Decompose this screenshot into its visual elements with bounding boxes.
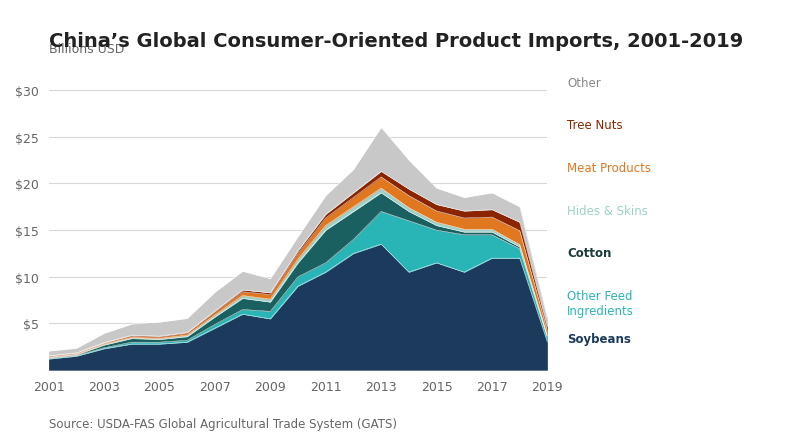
Text: Soybeans: Soybeans xyxy=(567,332,631,345)
Text: Meat Products: Meat Products xyxy=(567,162,651,175)
Text: Billions USD: Billions USD xyxy=(48,43,124,56)
Text: Other: Other xyxy=(567,76,601,89)
Text: Hides & Skins: Hides & Skins xyxy=(567,204,648,217)
Text: China’s Global Consumer-Oriented Product Imports, 2001-2019: China’s Global Consumer-Oriented Product… xyxy=(48,32,743,51)
Text: Tree Nuts: Tree Nuts xyxy=(567,119,623,132)
Text: Source: USDA-FAS Global Agricultural Trade System (GATS): Source: USDA-FAS Global Agricultural Tra… xyxy=(48,417,397,430)
Text: Cotton: Cotton xyxy=(567,247,611,260)
Text: Other Feed
Ingredients: Other Feed Ingredients xyxy=(567,289,634,317)
